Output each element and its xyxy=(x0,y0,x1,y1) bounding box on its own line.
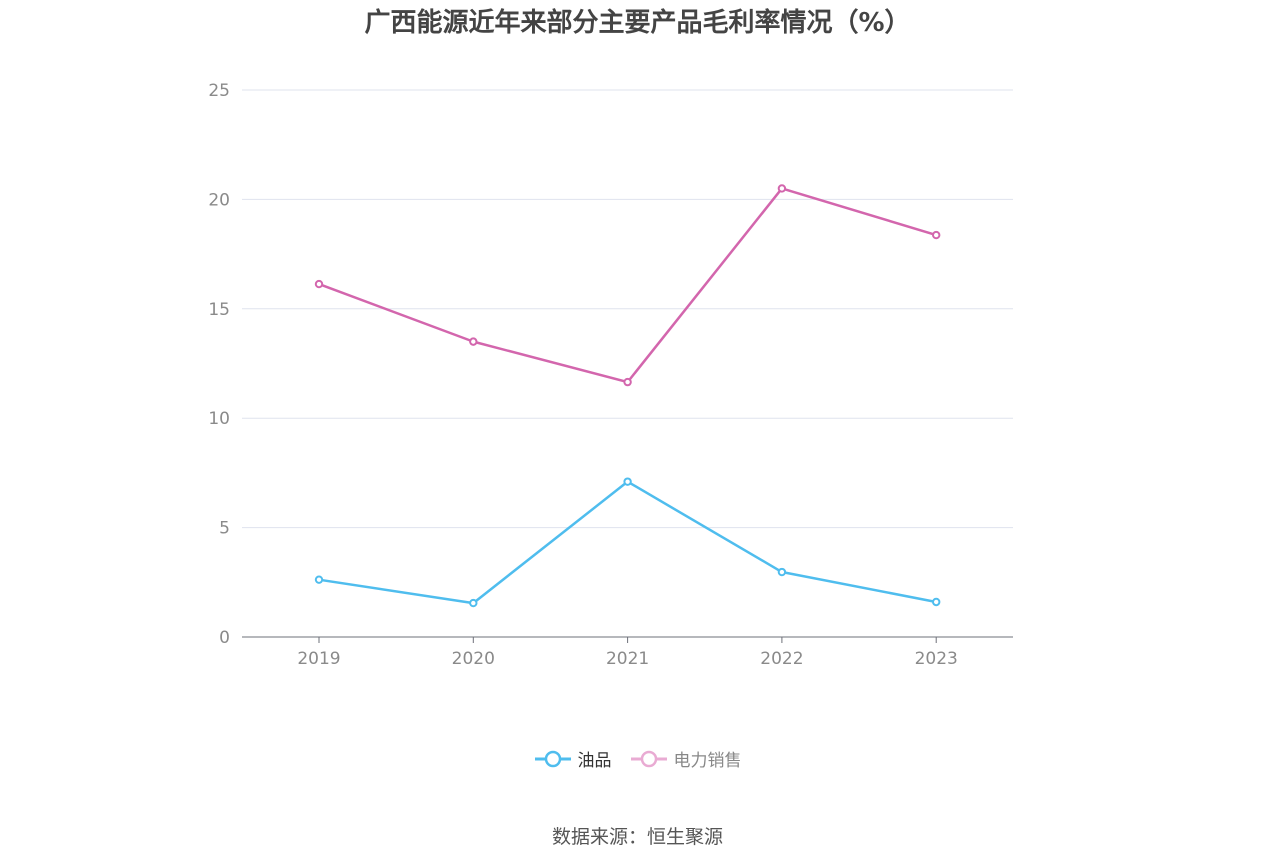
axes: 0 5 10 15 20 25 2019 2020 2021 2022 2023 xyxy=(208,81,1013,669)
chart-title: 广西能源近年来部分主要产品毛利率情况（%） xyxy=(364,8,911,38)
x-tick-label: 2019 xyxy=(297,649,340,669)
y-tick-label: 25 xyxy=(208,81,230,101)
data-point[interactable] xyxy=(777,184,787,193)
data-point[interactable] xyxy=(469,598,478,608)
data-point[interactable] xyxy=(469,337,478,346)
data-point[interactable] xyxy=(314,575,324,584)
data-point[interactable] xyxy=(932,597,941,607)
legend-line-circle-icon xyxy=(630,750,667,767)
y-tick-label: 20 xyxy=(208,190,230,210)
legend-item-0[interactable]: 油品 xyxy=(534,746,612,771)
x-tick-label: 2023 xyxy=(915,649,958,669)
legend: 油品 电力销售 xyxy=(0,746,1275,771)
x-tick-label: 2021 xyxy=(606,649,649,669)
data-point[interactable] xyxy=(777,567,787,577)
legend-label: 油品 xyxy=(577,751,612,771)
legend-label: 电力销售 xyxy=(673,751,742,771)
data-source: 数据来源：恒生聚源 xyxy=(551,826,723,848)
data-point[interactable] xyxy=(932,230,941,240)
y-tick-label: 10 xyxy=(208,409,230,429)
y-tick-label: 5 xyxy=(219,519,230,539)
y-tick-label: 15 xyxy=(208,300,230,320)
data-point[interactable] xyxy=(623,377,632,387)
data-point[interactable] xyxy=(314,279,324,289)
series-line-0 xyxy=(318,480,937,605)
legend-item-1[interactable]: 电力销售 xyxy=(630,746,742,771)
x-tick-label: 2020 xyxy=(452,649,495,669)
data-point[interactable] xyxy=(623,477,632,486)
legend-line-circle-icon xyxy=(534,750,571,767)
series-lines xyxy=(314,184,941,608)
y-tick-label: 0 xyxy=(219,628,230,648)
series-line-1 xyxy=(318,187,937,384)
x-tick-label: 2022 xyxy=(760,649,803,669)
grid-lines xyxy=(242,89,1013,529)
